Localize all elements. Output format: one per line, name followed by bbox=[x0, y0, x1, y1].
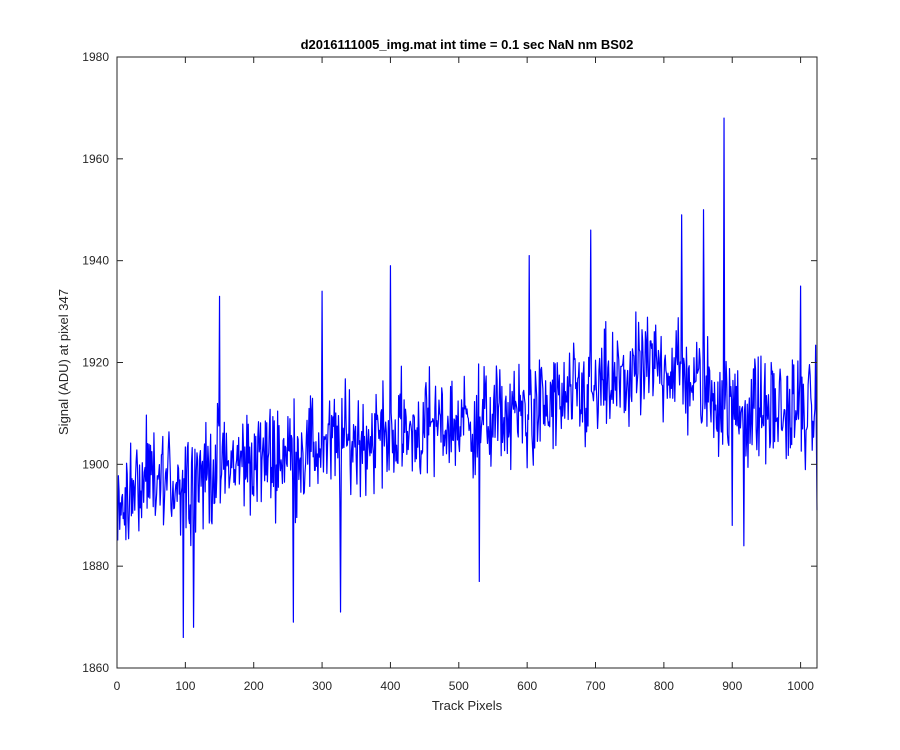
plot-area bbox=[117, 57, 817, 668]
y-axis-label: Signal (ADU) at pixel 347 bbox=[56, 289, 71, 435]
y-tick-label: 1880 bbox=[82, 559, 109, 573]
y-axis-ticks: 1860 1880 1900 1920 1940 1960 1980 bbox=[82, 50, 817, 675]
chart-title: d2016111005_img.mat int time = 0.1 sec N… bbox=[301, 37, 634, 52]
x-tick-label: 300 bbox=[312, 679, 332, 693]
y-tick-label: 1960 bbox=[82, 152, 109, 166]
signal-series-line bbox=[117, 117, 818, 639]
x-tick-label: 400 bbox=[380, 679, 400, 693]
x-tick-label: 900 bbox=[722, 679, 742, 693]
x-tick-label: 200 bbox=[244, 679, 264, 693]
x-tick-label: 700 bbox=[586, 679, 606, 693]
y-tick-label: 1860 bbox=[82, 661, 109, 675]
x-tick-label: 0 bbox=[114, 679, 121, 693]
y-tick-label: 1940 bbox=[82, 254, 109, 268]
x-axis-ticks: 0 100 200 300 400 500 600 700 800 900 1000 bbox=[114, 57, 814, 693]
y-tick-label: 1920 bbox=[82, 356, 109, 370]
x-tick-label: 500 bbox=[449, 679, 469, 693]
x-tick-label: 600 bbox=[517, 679, 537, 693]
x-tick-label: 100 bbox=[175, 679, 195, 693]
y-tick-label: 1980 bbox=[82, 50, 109, 64]
x-axis-label: Track Pixels bbox=[432, 698, 503, 713]
x-tick-label: 1000 bbox=[787, 679, 814, 693]
y-tick-label: 1900 bbox=[82, 457, 109, 471]
series-layer bbox=[117, 117, 818, 639]
x-tick-label: 800 bbox=[654, 679, 674, 693]
